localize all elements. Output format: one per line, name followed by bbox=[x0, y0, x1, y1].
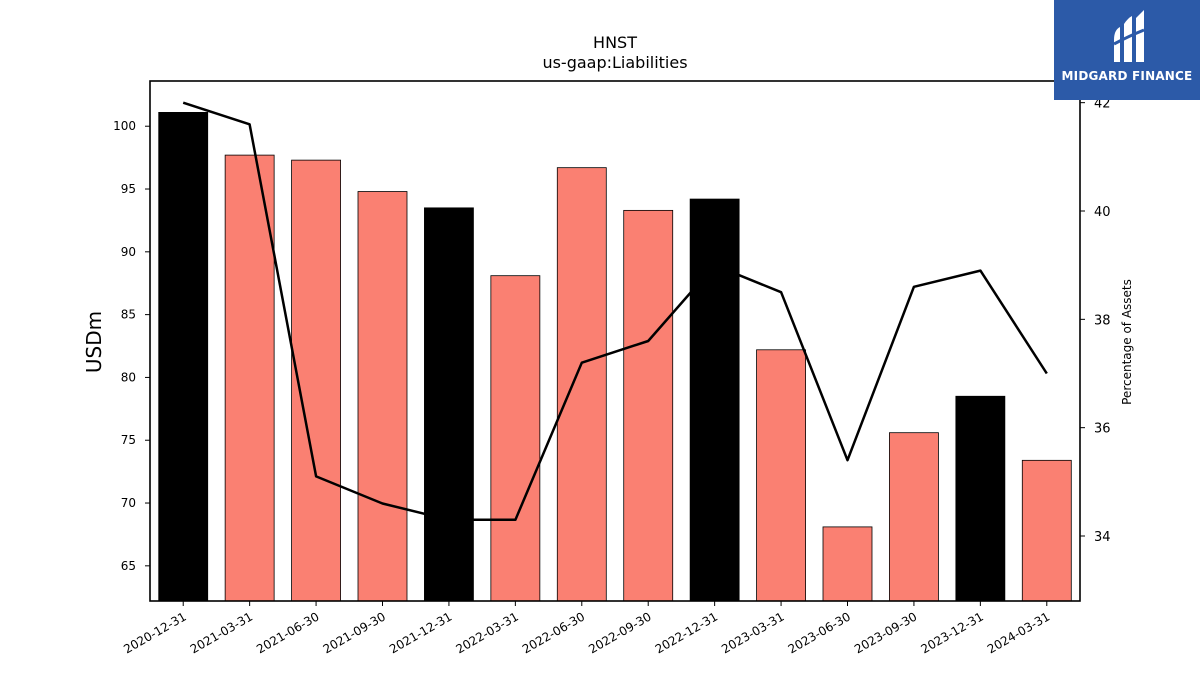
x-tick-label: 2023-12-31 bbox=[918, 609, 985, 656]
y-tick-label: 80 bbox=[121, 370, 136, 384]
x-tick-label: 2023-09-30 bbox=[852, 609, 919, 656]
bar-2021-03-31 bbox=[224, 154, 275, 602]
bar-2022-09-30 bbox=[623, 209, 674, 602]
bar-2023-06-30 bbox=[822, 526, 873, 602]
x-tick-label: 2021-06-30 bbox=[254, 609, 321, 656]
bar-2022-03-31 bbox=[490, 275, 541, 602]
y2-tick-label: 34 bbox=[1094, 530, 1111, 545]
x-tick-label: 2020-12-31 bbox=[121, 609, 188, 656]
bar-2021-06-30 bbox=[291, 159, 341, 602]
x-tick-label: 2021-03-31 bbox=[188, 609, 255, 656]
x-tick-label: 2022-03-31 bbox=[453, 609, 520, 656]
y2-tick-label: 36 bbox=[1094, 422, 1111, 437]
bar-2021-09-30 bbox=[357, 191, 408, 602]
bar-2024-03-31 bbox=[1021, 459, 1072, 602]
x-tick-label: 2021-12-31 bbox=[387, 609, 454, 656]
x-tick-label: 2022-06-30 bbox=[520, 609, 587, 656]
bar-2022-12-31 bbox=[689, 198, 740, 602]
bar-2021-12-31 bbox=[424, 207, 474, 602]
logo-mark-icon bbox=[1113, 10, 1145, 62]
bar-2022-06-30 bbox=[556, 167, 607, 602]
y2-tick-label: 38 bbox=[1094, 313, 1111, 328]
chart-subtitle: us-gaap:Liabilities bbox=[542, 53, 687, 72]
x-tick-label: 2021-09-30 bbox=[321, 609, 388, 656]
y-tick-label: 90 bbox=[121, 245, 136, 259]
y2-axis-label: Percentage of Assets bbox=[1120, 279, 1134, 405]
plot-frame bbox=[149, 80, 1081, 602]
line-group bbox=[182, 101, 1048, 522]
bar-2023-09-30 bbox=[889, 432, 939, 602]
y-tick-label: 85 bbox=[121, 308, 136, 322]
logo-text: MIDGARD FINANCE bbox=[1061, 69, 1193, 83]
y-tick-label: 65 bbox=[121, 559, 136, 573]
y-tick-label: 100 bbox=[113, 119, 136, 133]
bar-2023-12-31 bbox=[955, 395, 1006, 602]
bar-2020-12-31 bbox=[158, 112, 209, 602]
bars-group bbox=[158, 112, 1072, 602]
y-axis-label: USDm bbox=[82, 311, 106, 373]
x-tick-label: 2022-12-31 bbox=[653, 609, 720, 656]
x-tick-label: 2024-03-31 bbox=[985, 609, 1052, 656]
chart-title: HNST bbox=[593, 33, 637, 52]
percentage-line bbox=[182, 101, 1048, 522]
x-tick-label: 2022-09-30 bbox=[586, 609, 653, 656]
y-tick-label: 95 bbox=[121, 182, 136, 196]
y2-tick-label: 42 bbox=[1094, 97, 1111, 112]
y-tick-label: 70 bbox=[121, 496, 136, 510]
x-tick-label: 2023-06-30 bbox=[786, 609, 853, 656]
y2-tick-label: 40 bbox=[1094, 205, 1111, 220]
bar-2023-03-31 bbox=[756, 349, 806, 602]
x-tick-label: 2023-03-31 bbox=[719, 609, 786, 656]
logo: MIDGARD FINANCE bbox=[1054, 0, 1200, 100]
y-tick-label: 75 bbox=[121, 433, 136, 447]
